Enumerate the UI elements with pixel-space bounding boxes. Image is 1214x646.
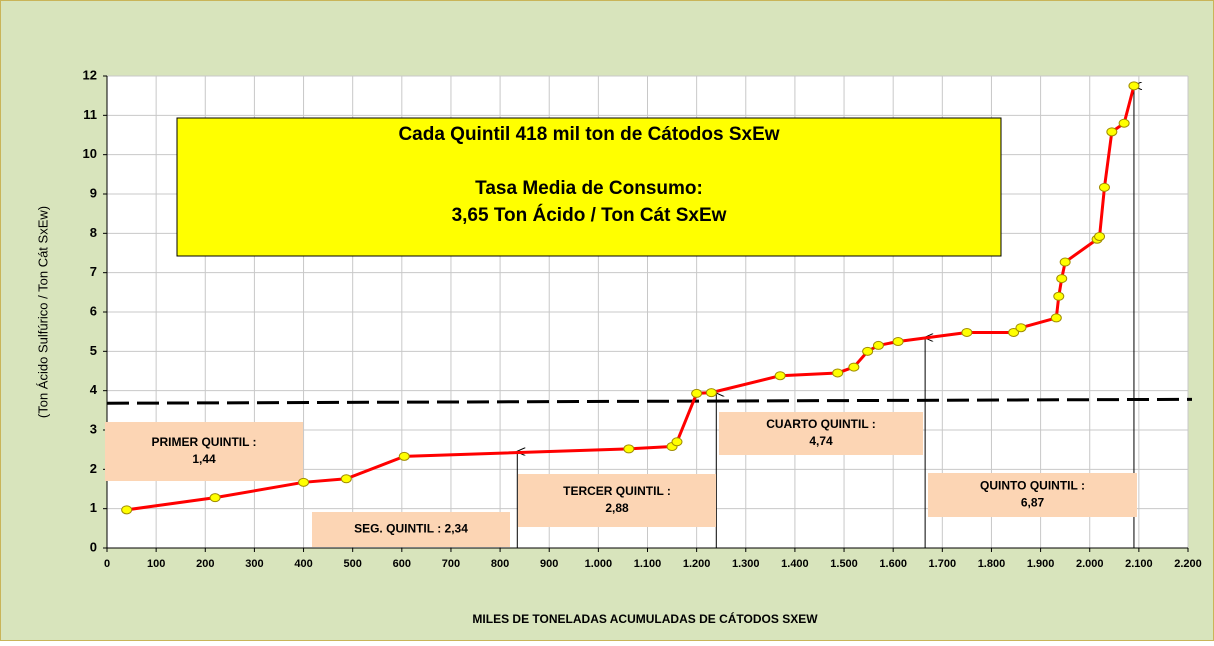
y-tick-label: 5: [90, 343, 97, 358]
y-tick-label: 11: [83, 107, 97, 122]
y-tick-label: 9: [90, 185, 97, 200]
y-axis-label: (Ton Ácido Sulfúrico / Ton Cát SxEw): [35, 206, 50, 418]
data-point: [1008, 327, 1020, 337]
x-tick-label: 500: [344, 558, 362, 570]
data-point: [623, 444, 635, 454]
quintile-label: PRIMER QUINTIL :: [151, 435, 256, 449]
x-tick-label: 2.100: [1125, 558, 1153, 570]
x-tick-label: 1.400: [781, 558, 809, 570]
data-point: [1106, 127, 1118, 137]
x-tick-label: 1.800: [978, 558, 1006, 570]
x-tick-label: 1.100: [634, 558, 662, 570]
quintile-label: SEG. QUINTIL : 2,34: [354, 522, 468, 536]
x-tick-label: 700: [442, 558, 460, 570]
quintile-label: QUINTO QUINTIL :: [980, 479, 1085, 493]
title-box: [176, 117, 1002, 257]
x-tick-label: 1.700: [929, 558, 957, 570]
y-tick-label: 2: [90, 461, 97, 476]
data-point: [340, 474, 352, 484]
data-point: [121, 505, 133, 515]
title-line: Cada Quintil 418 mil ton de Cátodos SxEw: [398, 124, 779, 145]
data-point: [398, 451, 410, 461]
data-point: [298, 477, 310, 487]
x-axis-label: MILES DE TONELADAS ACUMULADAS DE CÁTODOS…: [472, 611, 818, 626]
data-point: [1118, 118, 1130, 128]
data-point: [872, 340, 884, 350]
y-tick-label: 4: [90, 382, 98, 397]
quintile-label: 2,88: [605, 501, 629, 515]
y-tick-label: 6: [90, 303, 97, 318]
quintile-label-box: [105, 422, 303, 481]
x-tick-label: 1.900: [1027, 558, 1055, 570]
y-tick-label: 7: [90, 264, 97, 279]
data-point: [1128, 81, 1140, 91]
data-point: [671, 437, 683, 447]
x-tick-label: 1.000: [585, 558, 613, 570]
data-point: [705, 388, 717, 398]
x-tick-label: 400: [294, 558, 312, 570]
data-point: [1098, 182, 1110, 192]
quintile-label: 6,87: [1021, 496, 1045, 510]
x-tick-label: 2.000: [1076, 558, 1104, 570]
data-point: [1094, 231, 1106, 241]
y-tick-label: 3: [90, 421, 97, 436]
data-point: [1059, 257, 1071, 267]
y-tick-label: 10: [83, 146, 97, 161]
x-tick-label: 200: [196, 558, 214, 570]
quintile-label-box: [719, 412, 923, 455]
x-tick-label: 1.600: [879, 558, 907, 570]
x-tick-label: 900: [540, 558, 558, 570]
title-line: 3,65 Ton Ácido / Ton Cát SxEw: [452, 204, 727, 226]
data-point: [774, 371, 786, 381]
quintile-label: 4,74: [809, 434, 833, 448]
x-tick-label: 2.200: [1174, 558, 1202, 570]
quintile-label-box: [312, 512, 510, 547]
x-tick-label: 800: [491, 558, 509, 570]
data-point: [961, 327, 973, 337]
title-line: Tasa Media de Consumo:: [475, 178, 703, 199]
data-point: [892, 337, 904, 346]
data-point: [209, 493, 221, 503]
x-tick-label: 600: [393, 558, 411, 570]
quintile-label: TERCER QUINTIL :: [563, 484, 671, 498]
data-point: [832, 368, 844, 378]
quintile-label: CUARTO QUINTIL :: [766, 417, 876, 431]
data-point: [1015, 323, 1027, 333]
data-point: [848, 362, 860, 372]
data-point: [1056, 274, 1068, 284]
data-point: [862, 346, 874, 356]
y-tick-label: 8: [90, 225, 97, 240]
data-point: [1053, 291, 1065, 301]
y-tick-label: 0: [90, 539, 97, 554]
data-point: [1050, 313, 1062, 323]
reference-line: [106, 397, 1193, 405]
y-tick-label: 1: [90, 500, 97, 515]
x-tick-label: 1.500: [830, 558, 858, 570]
quintile-label-box: [928, 473, 1137, 517]
x-tick-label: 100: [147, 558, 165, 570]
x-tick-label: 0: [104, 558, 110, 570]
data-point: [691, 388, 703, 398]
x-tick-label: 1.200: [683, 558, 711, 570]
x-tick-label: 1.300: [732, 558, 760, 570]
x-tick-label: 300: [245, 558, 263, 570]
quintile-label: 1,44: [192, 452, 216, 466]
quintile-label-box: [518, 474, 716, 527]
y-tick-label: 12: [83, 67, 97, 82]
